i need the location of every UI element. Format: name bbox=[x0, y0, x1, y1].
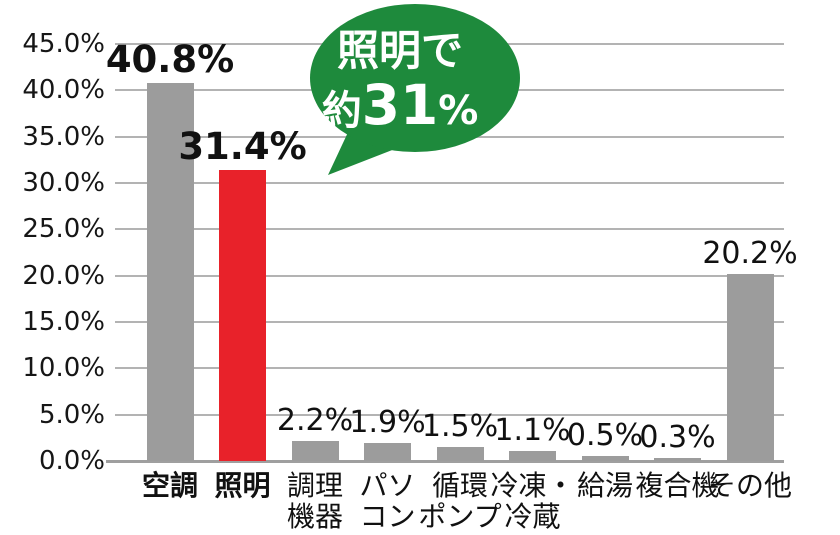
bar-value-label: 1.5% bbox=[421, 409, 499, 445]
category-label-line: 空調 bbox=[141, 469, 198, 502]
bar-gray bbox=[581, 456, 629, 461]
category-label-line: パソ bbox=[359, 469, 416, 502]
category-label: 照明 bbox=[183, 470, 303, 501]
y-tick-label: 35.0% bbox=[22, 121, 105, 152]
bar-value-label: 31.4% bbox=[178, 125, 307, 169]
callout-text: 照明で 約31% bbox=[305, 26, 495, 140]
category-label-line: 複合機 bbox=[635, 469, 720, 502]
callout-number: 31 bbox=[361, 73, 439, 137]
category-label: パソ コン bbox=[328, 470, 448, 532]
y-tick-label: 5.0% bbox=[38, 399, 105, 430]
speech-bubble-body bbox=[310, 4, 520, 152]
category-label-line: 照明 bbox=[214, 469, 271, 502]
gridline bbox=[115, 274, 784, 277]
category-label: 調理 機器 bbox=[255, 470, 375, 532]
y-tick-label: 30.0% bbox=[22, 168, 105, 198]
bar-value-label: 0.5% bbox=[566, 418, 644, 454]
category-label-line: 循環 bbox=[431, 469, 488, 502]
bar-gray bbox=[654, 458, 701, 461]
category-label: 循環 ポンプ bbox=[400, 470, 520, 532]
category-label: その他 bbox=[690, 470, 810, 501]
category-label: 給湯 bbox=[545, 470, 665, 501]
bar-value-label: 40.8% bbox=[105, 37, 235, 81]
gridline bbox=[115, 413, 784, 416]
bar-gray bbox=[364, 443, 411, 461]
bar-value-label: 1.9% bbox=[349, 405, 426, 441]
callout-percent-sign: % bbox=[438, 88, 479, 134]
bar-highlighted bbox=[219, 170, 266, 461]
bar-gray bbox=[436, 447, 484, 461]
callout-prefix: 約 bbox=[321, 88, 362, 134]
speech-bubble-tail bbox=[328, 128, 400, 175]
speech-bubble-shape bbox=[310, 4, 520, 175]
bar-value-label: 1.1% bbox=[494, 412, 571, 448]
category-label-line: 冷凍・ bbox=[490, 469, 575, 502]
category-label-line: コン bbox=[359, 500, 416, 533]
bar-gray bbox=[146, 82, 194, 461]
bar-value-label: 2.2% bbox=[276, 402, 354, 438]
bar-value-label: 0.3% bbox=[639, 420, 716, 456]
y-tick-label: 40.0% bbox=[22, 75, 105, 106]
category-label-line: ポンプ bbox=[418, 500, 502, 533]
category-label-line: 調理 bbox=[286, 469, 343, 502]
y-tick-label: 45.0% bbox=[22, 29, 105, 59]
gridline bbox=[115, 321, 784, 323]
bar-gray bbox=[509, 450, 556, 461]
bar-value-label: 20.2% bbox=[702, 235, 798, 271]
bar-gray bbox=[726, 273, 774, 461]
x-axis-line bbox=[106, 460, 784, 463]
category-label: 複合機 bbox=[618, 470, 738, 501]
y-tick-label: 10.0% bbox=[22, 353, 105, 384]
category-label-line: 機器 bbox=[286, 500, 343, 533]
category-label: 空調 bbox=[110, 470, 230, 501]
y-tick-label: 0.0% bbox=[38, 446, 105, 476]
category-label-line: 冷蔵 bbox=[504, 500, 561, 533]
y-tick-label: 20.0% bbox=[22, 260, 105, 291]
bar-gray bbox=[291, 440, 339, 461]
gridline bbox=[115, 182, 784, 184]
callout-line1: 照明で bbox=[336, 26, 463, 75]
gridline bbox=[115, 367, 784, 370]
gridline bbox=[115, 228, 784, 231]
y-tick-label: 15.0% bbox=[22, 307, 105, 337]
category-label-line: その他 bbox=[707, 469, 792, 502]
callout-line2: 約31% bbox=[305, 76, 495, 140]
callout-bubble: 照明で 約31% bbox=[305, 0, 535, 185]
category-label-line: 給湯 bbox=[576, 469, 633, 502]
y-tick-label: 25.0% bbox=[22, 214, 105, 245]
category-label: 冷凍・ 冷蔵 bbox=[473, 470, 593, 532]
